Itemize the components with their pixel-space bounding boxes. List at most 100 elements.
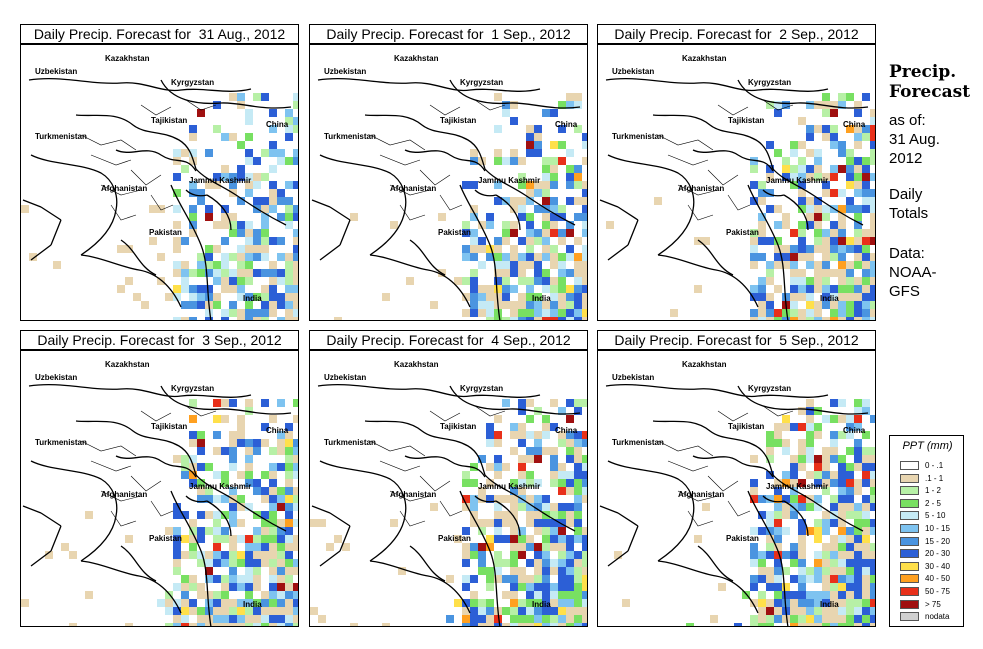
precip-cell xyxy=(870,447,875,455)
precip-cell xyxy=(822,237,830,245)
precip-cell xyxy=(502,535,510,543)
precip-cell xyxy=(510,317,518,320)
precip-cell xyxy=(526,293,534,301)
precip-cell xyxy=(526,607,534,615)
precip-cell xyxy=(526,447,534,455)
precip-cell xyxy=(494,149,502,157)
precip-cell xyxy=(141,301,149,309)
precip-cell xyxy=(766,519,774,527)
province-border xyxy=(762,405,794,417)
precip-cell xyxy=(862,559,870,567)
precip-cell xyxy=(205,245,213,253)
precip-cell xyxy=(261,623,269,626)
precip-cell xyxy=(261,293,269,301)
precip-cell xyxy=(782,471,790,479)
precip-cell xyxy=(173,551,181,559)
precip-cell xyxy=(253,479,261,487)
precip-cell xyxy=(293,125,298,133)
precip-cell xyxy=(814,237,822,245)
precip-cell xyxy=(454,277,462,285)
precip-cell xyxy=(261,543,269,551)
precip-cell xyxy=(806,261,814,269)
precip-cell xyxy=(862,495,870,503)
precip-cell xyxy=(694,285,702,293)
precip-cell xyxy=(750,261,758,269)
precip-cell xyxy=(470,495,478,503)
province-border xyxy=(185,405,217,417)
precip-cell xyxy=(766,551,774,559)
precip-cell xyxy=(774,583,782,591)
precip-cell xyxy=(269,293,277,301)
precip-cell xyxy=(814,607,822,615)
country-border xyxy=(409,239,446,276)
precip-cell xyxy=(582,575,587,583)
precip-cell xyxy=(814,479,822,487)
precip-cell xyxy=(806,527,814,535)
precip-cell xyxy=(790,173,798,181)
precip-cell xyxy=(838,503,846,511)
precip-cell xyxy=(486,583,494,591)
precip-cell xyxy=(534,205,542,213)
precip-cell xyxy=(750,165,758,173)
precip-cell xyxy=(798,439,806,447)
precip-cell xyxy=(566,447,574,455)
province-border xyxy=(687,510,714,527)
precip-cell xyxy=(846,479,854,487)
precip-cell xyxy=(165,607,173,615)
precip-cell xyxy=(574,125,582,133)
precip-cell xyxy=(854,575,862,583)
precip-cell xyxy=(534,591,542,599)
precip-cell xyxy=(454,535,462,543)
precip-cell xyxy=(462,607,470,615)
precip-cell xyxy=(462,503,470,511)
precip-cell xyxy=(277,189,285,197)
precip-cell xyxy=(494,157,502,165)
legend-swatch xyxy=(900,549,919,559)
precip-cell xyxy=(758,527,766,535)
precip-cell xyxy=(838,519,846,527)
precip-cell xyxy=(502,511,510,519)
precip-cell xyxy=(494,503,502,511)
precip-cell xyxy=(310,607,318,615)
precip-cell xyxy=(189,455,197,463)
precip-cell xyxy=(782,309,790,317)
precip-cell xyxy=(606,221,614,229)
precip-cell xyxy=(221,253,229,261)
precip-cell xyxy=(526,277,534,285)
province-border xyxy=(727,500,751,517)
precip-cell xyxy=(566,253,574,261)
side-title-line2: Forecast xyxy=(889,82,971,102)
country-border xyxy=(599,199,639,261)
precip-cell xyxy=(830,591,838,599)
precip-cell xyxy=(542,253,550,261)
precip-cell xyxy=(494,253,502,261)
precip-cell xyxy=(221,237,229,245)
precip-cell xyxy=(261,439,269,447)
precip-cell xyxy=(221,415,229,423)
precip-cell xyxy=(774,101,782,109)
precip-cell xyxy=(486,309,494,317)
precip-cell xyxy=(285,213,293,221)
precip-cell xyxy=(462,277,470,285)
precip-cell xyxy=(774,205,782,213)
precip-cell xyxy=(830,615,838,623)
map-label-tajikistan: Tajikistan xyxy=(151,422,188,431)
precip-cell xyxy=(277,149,285,157)
precip-cell xyxy=(798,253,806,261)
precip-cell xyxy=(382,623,390,626)
precip-cell xyxy=(253,543,261,551)
precip-cell xyxy=(261,213,269,221)
precip-cell xyxy=(510,261,518,269)
precip-cell xyxy=(277,157,285,165)
precip-cell xyxy=(470,309,478,317)
precip-cell xyxy=(526,535,534,543)
precip-cell xyxy=(774,431,782,439)
precip-cell xyxy=(758,511,766,519)
precip-cell xyxy=(221,527,229,535)
precip-cell xyxy=(798,141,806,149)
precip-cell xyxy=(758,181,766,189)
precip-cell xyxy=(245,615,253,623)
precip-cell xyxy=(293,269,298,277)
precip-cell xyxy=(550,229,558,237)
precip-cell xyxy=(502,559,510,567)
